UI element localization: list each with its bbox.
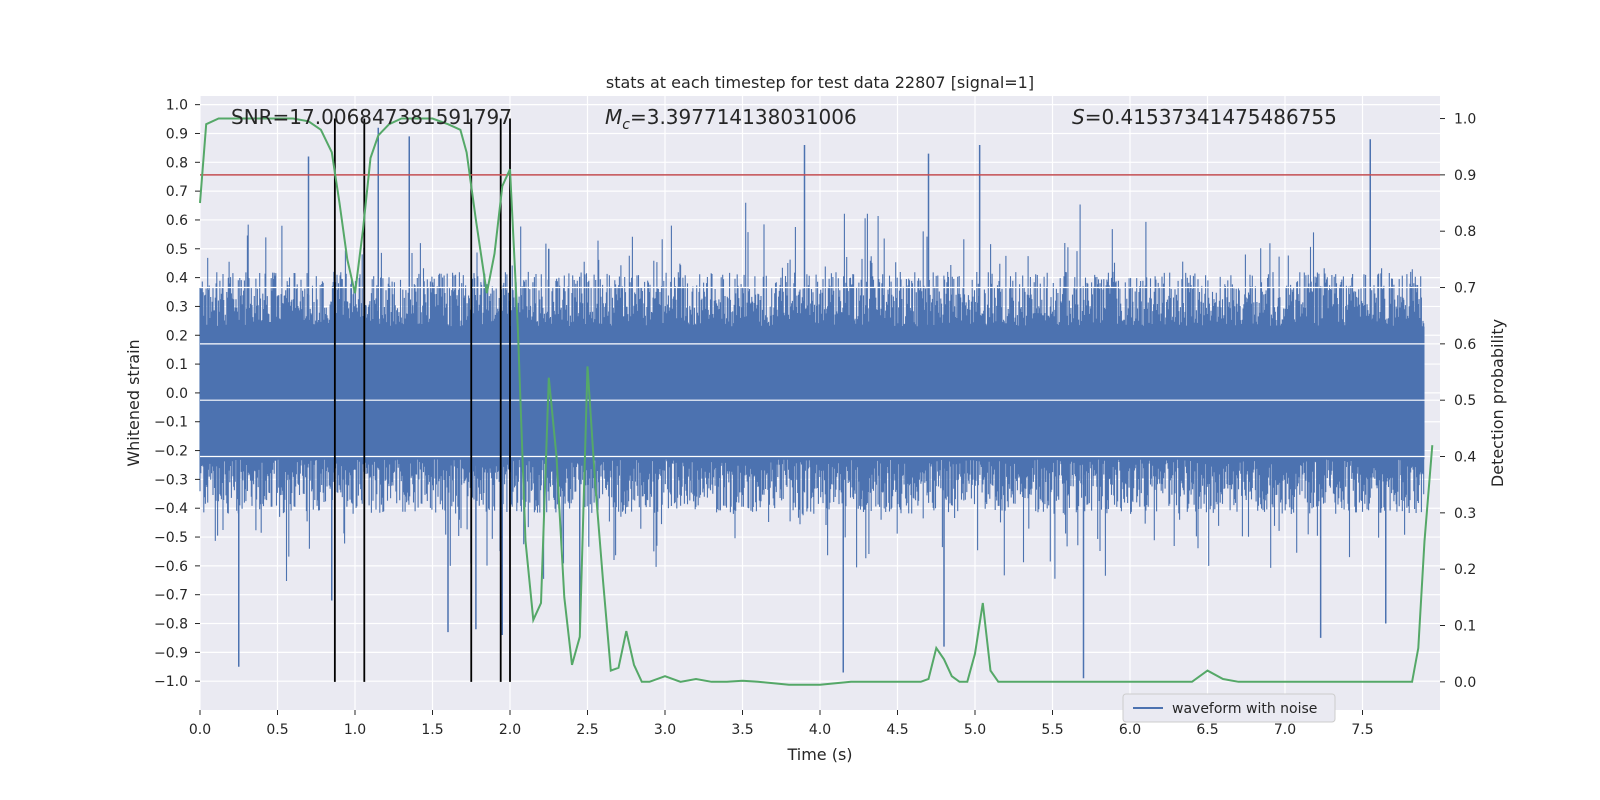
y-left-tick-label: 0.3	[166, 299, 188, 315]
y-right-tick-label: 0.2	[1454, 562, 1476, 578]
y-right-tick-label: 0.8	[1454, 224, 1476, 240]
y-left-tick-label: −0.5	[154, 530, 188, 546]
x-tick-label: 4.0	[809, 722, 831, 738]
x-tick-label: 3.5	[731, 722, 753, 738]
y-left-tick-label: 0.2	[166, 328, 188, 344]
grid-overlay	[200, 286, 1440, 458]
y-left-tick-label: −0.9	[154, 645, 188, 661]
snr-annotation: SNR=17.006847381591797	[231, 105, 512, 129]
y-left-tick-label: −0.6	[154, 559, 188, 575]
y-axis-right-ticks: 1.0 0.9 0.8 0.7 0.6 0.5 0.4 0.3 0.2 0.1 0.0	[1440, 112, 1476, 691]
x-tick-label: 3.0	[654, 722, 676, 738]
y-left-tick-label: 0.8	[166, 155, 188, 171]
legend-box	[1122, 693, 1336, 723]
x-tick-label: 6.0	[1119, 722, 1141, 738]
y-left-tick-label: −0.3	[154, 472, 188, 488]
probability-series	[199, 117, 1434, 686]
x-tick-label: 0.5	[266, 722, 288, 738]
legend: waveform with noise	[1122, 693, 1336, 723]
y-right-tick-label: 0.6	[1454, 337, 1476, 353]
mc-subscript: c	[622, 117, 630, 133]
y-right-tick-label: 0.3	[1454, 506, 1476, 522]
x-tick-label: 2.0	[499, 722, 521, 738]
mc-symbol: M	[605, 105, 622, 129]
y-right-tick-label: 0.0	[1454, 675, 1476, 691]
y-left-tick-label: 0.4	[166, 271, 188, 287]
waveform-series	[199, 127, 1425, 679]
x-tick-label: 1.5	[421, 722, 443, 738]
x-tick-label: 5.0	[964, 722, 986, 738]
x-tick-label: 0.0	[189, 722, 211, 738]
y-left-tick-label: 0.1	[166, 357, 188, 373]
mc-value: =3.397714138031006	[630, 105, 857, 129]
x-tick-label: 4.5	[886, 722, 908, 738]
chart-title: stats at each timestep for test data 228…	[606, 73, 1034, 92]
x-axis-ticks: 0.0 0.5 1.0 1.5 2.0 2.5 3.0 3.5 4.0 4.5 5.0 5.5 6.0 6…	[189, 710, 1374, 738]
y-left-tick-label: −1.0	[154, 674, 188, 690]
waveform-dense-core	[200, 326, 1425, 460]
y-axis-left-ticks: 1.0 0.9 0.8 0.7 0.6 0.5 0.4 0.3 0.2 0.1 0.0 −0.1 −0.…	[154, 98, 200, 690]
x-tick-label: 5.5	[1041, 722, 1063, 738]
y-axis-left-label: Whitened strain	[124, 339, 143, 466]
spin-annotation: S=0.41537341475486755	[1072, 105, 1337, 129]
y-left-tick-label: −0.4	[154, 501, 188, 517]
y-axis-right-label: Detection probability	[1488, 319, 1507, 487]
y-right-tick-label: 0.4	[1454, 450, 1476, 466]
chirp-mass-annotation: Mc=3.397714138031006	[605, 105, 857, 133]
x-tick-label: 2.5	[576, 722, 598, 738]
y-right-tick-label: 0.9	[1454, 168, 1476, 184]
x-tick-label: 7.5	[1351, 722, 1373, 738]
y-left-tick-label: 1.0	[166, 98, 188, 114]
y-right-tick-label: 1.0	[1454, 112, 1476, 128]
y-left-tick-label: 0.7	[166, 184, 188, 200]
s-value: =0.41537341475486755	[1085, 105, 1337, 129]
x-axis-label: Time (s)	[786, 745, 852, 764]
y-left-tick-label: −0.1	[154, 415, 188, 431]
x-tick-label: 7.0	[1274, 722, 1296, 738]
x-tick-label: 6.5	[1196, 722, 1218, 738]
y-right-tick-label: 0.7	[1454, 281, 1476, 297]
y-left-tick-label: −0.8	[154, 617, 188, 633]
y-left-tick-label: 0.0	[166, 386, 188, 402]
y-right-tick-label: 0.1	[1454, 619, 1476, 635]
y-left-tick-label: 0.5	[166, 242, 188, 258]
s-symbol: S	[1072, 105, 1085, 129]
y-left-tick-label: −0.2	[154, 444, 188, 460]
y-left-tick-label: 0.6	[166, 213, 188, 229]
y-left-tick-label: 0.9	[166, 126, 188, 142]
legend-label-waveform: waveform with noise	[1172, 701, 1317, 717]
x-tick-label: 1.0	[344, 722, 366, 738]
y-left-tick-label: −0.7	[154, 588, 188, 604]
y-right-tick-label: 0.5	[1454, 393, 1476, 409]
